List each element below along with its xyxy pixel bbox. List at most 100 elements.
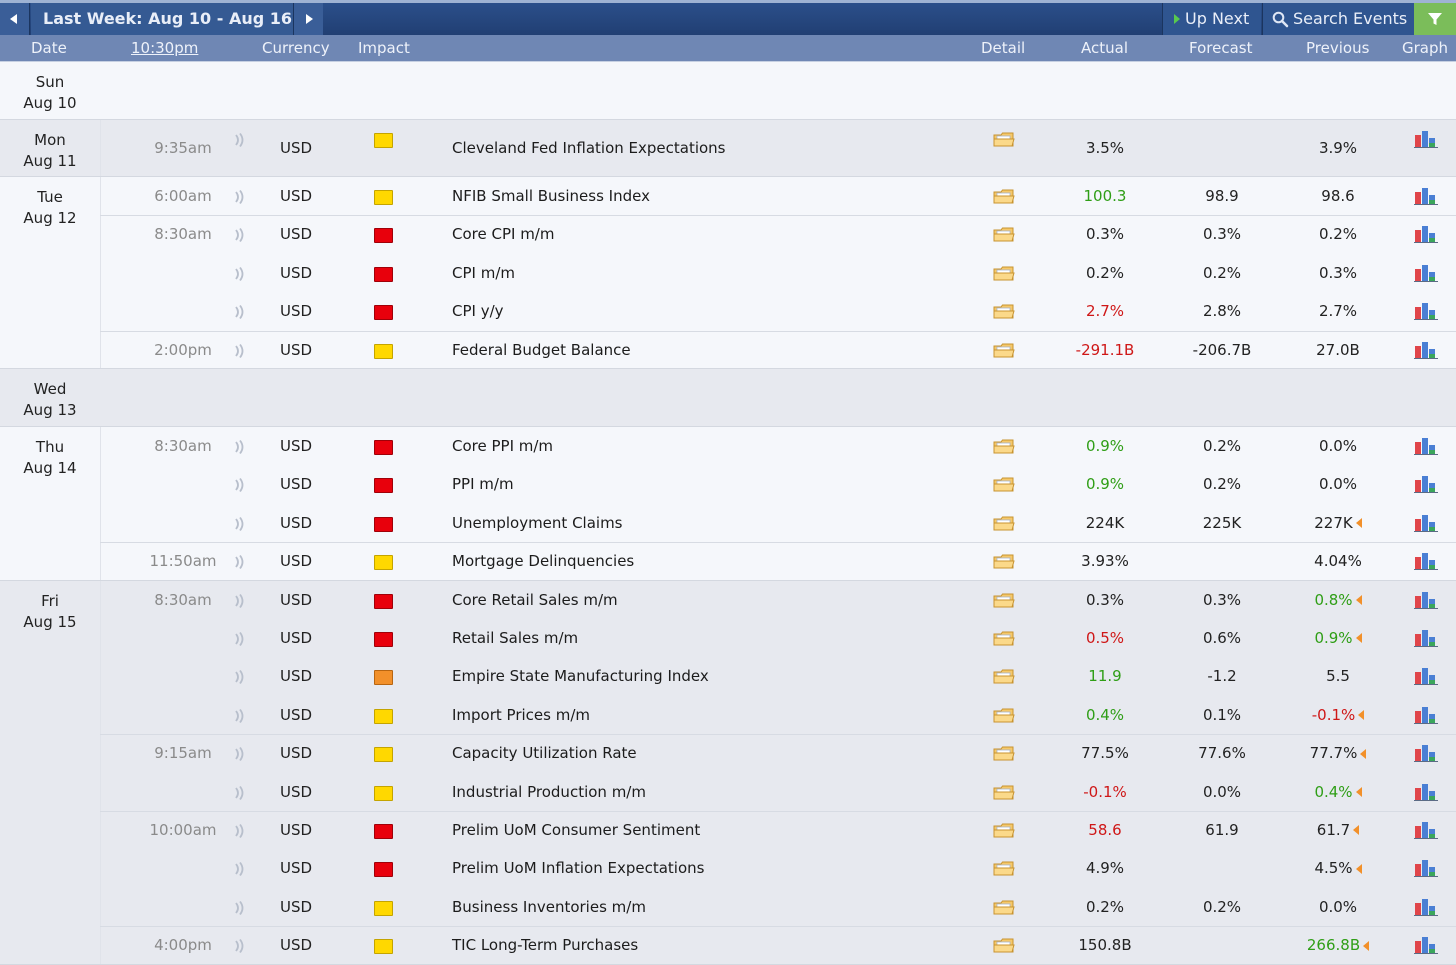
folder-detail-icon[interactable]: [993, 342, 1015, 359]
folder-detail-icon[interactable]: [993, 860, 1015, 877]
folder-detail-icon[interactable]: [993, 899, 1015, 916]
event-title[interactable]: Prelim UoM Consumer Sentiment: [452, 820, 701, 839]
impact-low-icon[interactable]: [374, 747, 393, 763]
sound-alert-icon[interactable]: [232, 477, 248, 493]
sound-alert-icon[interactable]: [232, 189, 248, 205]
impact-low-icon[interactable]: [374, 555, 393, 571]
revised-arrow-icon[interactable]: [1355, 595, 1362, 606]
impact-high-icon[interactable]: [374, 266, 393, 282]
sound-alert-icon[interactable]: [232, 708, 248, 724]
event-row[interactable]: 8:30am USD Core PPI m/m 0.9% 0.2% 0.0%: [0, 427, 1456, 465]
bar-graph-icon[interactable]: [1414, 187, 1438, 205]
bar-graph-icon[interactable]: [1414, 302, 1438, 321]
folder-detail-icon[interactable]: [993, 707, 1015, 724]
bar-graph-icon[interactable]: [1414, 936, 1438, 955]
folder-detail-icon[interactable]: [993, 188, 1015, 205]
event-title[interactable]: Core PPI m/m: [452, 437, 554, 455]
event-row[interactable]: USD Business Inventories m/m 0.2% 0.2% 0.0%: [0, 888, 1456, 926]
folder-detail-icon[interactable]: [993, 592, 1015, 609]
revised-arrow-icon[interactable]: [1355, 633, 1362, 644]
impact-high-icon[interactable]: [374, 440, 393, 455]
sound-alert-icon[interactable]: [232, 132, 248, 148]
event-title[interactable]: CPI y/y: [452, 302, 504, 321]
revised-arrow-icon[interactable]: [1353, 825, 1360, 836]
event-row[interactable]: USD Unemployment Claims 224K 225K 227K: [0, 504, 1456, 542]
bar-graph-icon[interactable]: [1414, 898, 1438, 916]
impact-low-icon[interactable]: [374, 708, 393, 724]
sound-alert-icon[interactable]: [232, 746, 248, 762]
folder-detail-icon[interactable]: [993, 438, 1015, 455]
sound-alert-icon[interactable]: [232, 439, 248, 455]
bar-graph-icon[interactable]: [1414, 783, 1438, 801]
bar-graph-icon[interactable]: [1414, 264, 1438, 282]
bar-graph-icon[interactable]: [1414, 744, 1438, 763]
header-time-link[interactable]: 10:30pm: [131, 39, 199, 57]
event-title[interactable]: Core CPI m/m: [452, 225, 555, 244]
folder-detail-icon[interactable]: [993, 630, 1015, 647]
impact-low-icon[interactable]: [374, 785, 393, 801]
sound-alert-icon[interactable]: [232, 900, 248, 916]
sound-alert-icon[interactable]: [232, 593, 248, 609]
folder-detail-icon[interactable]: [993, 515, 1015, 532]
folder-detail-icon[interactable]: [993, 745, 1015, 762]
impact-high-icon[interactable]: [374, 862, 393, 878]
sound-alert-icon[interactable]: [232, 554, 248, 570]
impact-high-icon[interactable]: [374, 823, 393, 839]
event-row[interactable]: USD Import Prices m/m 0.4% 0.1% -0.1%: [0, 696, 1456, 734]
event-row[interactable]: 8:30am USD Core CPI m/m 0.3% 0.3% 0.2%: [0, 215, 1456, 253]
event-title[interactable]: Capacity Utilization Rate: [452, 744, 637, 763]
impact-low-icon[interactable]: [374, 900, 393, 916]
sound-alert-icon[interactable]: [232, 343, 248, 359]
event-row[interactable]: 9:15am USD Capacity Utilization Rate 77.5% 7…: [0, 734, 1456, 772]
folder-detail-icon[interactable]: [993, 553, 1015, 570]
revised-arrow-icon[interactable]: [1355, 863, 1362, 874]
sound-alert-icon[interactable]: [232, 266, 248, 282]
sound-alert-icon[interactable]: [232, 669, 248, 685]
impact-high-icon[interactable]: [374, 516, 393, 532]
event-title[interactable]: Empire State Manufacturing Index: [452, 667, 709, 686]
bar-graph-icon[interactable]: [1414, 225, 1438, 244]
event-row[interactable]: USD Empire State Manufacturing Index 11.9 -…: [0, 657, 1456, 695]
bar-graph-icon[interactable]: [1414, 437, 1438, 455]
impact-low-icon[interactable]: [374, 133, 393, 148]
event-title[interactable]: CPI m/m: [452, 263, 515, 282]
event-row[interactable]: USD Industrial Production m/m -0.1% 0.0% 0.4…: [0, 773, 1456, 811]
impact-low-icon[interactable]: [374, 190, 393, 205]
folder-detail-icon[interactable]: [993, 668, 1015, 685]
bar-graph-icon[interactable]: [1414, 552, 1438, 571]
impact-high-icon[interactable]: [374, 228, 393, 244]
event-row[interactable]: 4:00pm USD TIC Long-Term Purchases 150.8B 26…: [0, 926, 1456, 964]
bar-graph-icon[interactable]: [1414, 130, 1438, 148]
impact-high-icon[interactable]: [374, 305, 393, 321]
impact-high-icon[interactable]: [374, 631, 393, 647]
folder-detail-icon[interactable]: [993, 937, 1015, 954]
event-title[interactable]: Mortgage Delinquencies: [452, 552, 635, 571]
event-row[interactable]: 8:30am USD Core Retail Sales m/m 0.3% 0.3% 0.…: [0, 581, 1456, 619]
sound-alert-icon[interactable]: [232, 516, 248, 532]
impact-low-icon[interactable]: [374, 939, 393, 955]
impact-high-icon[interactable]: [374, 593, 393, 609]
event-row[interactable]: USD Retail Sales m/m 0.5% 0.6% 0.9%: [0, 619, 1456, 657]
folder-detail-icon[interactable]: [993, 265, 1015, 282]
previous-week-button[interactable]: [0, 3, 30, 35]
impact-low-icon[interactable]: [374, 343, 393, 359]
revised-arrow-icon[interactable]: [1358, 710, 1365, 721]
impact-medium-icon[interactable]: [374, 670, 393, 686]
event-row[interactable]: USD Prelim UoM Inflation Expectations 4.9%…: [0, 849, 1456, 887]
event-title[interactable]: TIC Long-Term Purchases: [452, 936, 639, 955]
folder-detail-icon[interactable]: [993, 822, 1015, 839]
event-title[interactable]: Industrial Production m/m: [452, 782, 646, 801]
folder-detail-icon[interactable]: [993, 784, 1015, 801]
folder-detail-icon[interactable]: [993, 131, 1015, 148]
bar-graph-icon[interactable]: [1414, 591, 1438, 609]
event-row[interactable]: USD PPI m/m 0.9% 0.2% 0.0%: [0, 465, 1456, 503]
revised-arrow-icon[interactable]: [1355, 518, 1362, 529]
folder-detail-icon[interactable]: [993, 476, 1015, 493]
bar-graph-icon[interactable]: [1414, 821, 1438, 839]
bar-graph-icon[interactable]: [1414, 341, 1438, 359]
event-row[interactable]: 11:50am USD Mortgage Delinquencies 3.93% 4.0…: [0, 542, 1456, 580]
event-title[interactable]: Business Inventories m/m: [452, 897, 646, 916]
sound-alert-icon[interactable]: [232, 823, 248, 839]
bar-graph-icon[interactable]: [1414, 706, 1438, 724]
revised-arrow-icon[interactable]: [1363, 940, 1370, 951]
